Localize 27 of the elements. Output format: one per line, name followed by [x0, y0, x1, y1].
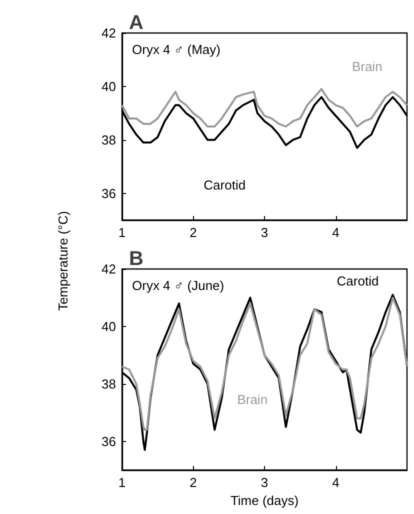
- y-tick-label: 42: [102, 26, 116, 40]
- y-tick-label: 38: [102, 132, 116, 148]
- y-tick-label: 42: [102, 262, 116, 276]
- annotation: Oryx 4 ♂ (June): [132, 278, 224, 293]
- y-tick-label: 36: [102, 186, 116, 201]
- x-tick-label: 1: [118, 225, 126, 240]
- x-tick-label: 4: [332, 475, 340, 490]
- series-label: Brain: [352, 59, 382, 74]
- series-label: Brain: [237, 392, 268, 407]
- y-axis-title: Temperature (°C): [56, 211, 70, 311]
- x-tick-label: 3: [260, 475, 268, 490]
- y-tick-label: 40: [102, 318, 116, 334]
- chart-title: A: [129, 12, 144, 34]
- annotation: Oryx 4 ♂ (May): [132, 42, 220, 57]
- x-tick-label: 3: [260, 225, 268, 240]
- text: Carotid: [204, 177, 246, 192]
- x-tick-label: 2: [190, 225, 197, 240]
- series-label: Carotid: [336, 273, 379, 288]
- x-tick-label: 4: [332, 225, 340, 240]
- x-tick-label: 2: [190, 475, 197, 490]
- x-tick-label: 1: [118, 475, 126, 490]
- x-axis-title: Time (days): [230, 493, 299, 508]
- y-tick-label: 36: [102, 434, 116, 449]
- line-series: [121, 88, 408, 128]
- y-tick-label: 40: [102, 78, 116, 94]
- chart-title: B: [129, 248, 144, 270]
- y-tick-label: 38: [102, 376, 116, 392]
